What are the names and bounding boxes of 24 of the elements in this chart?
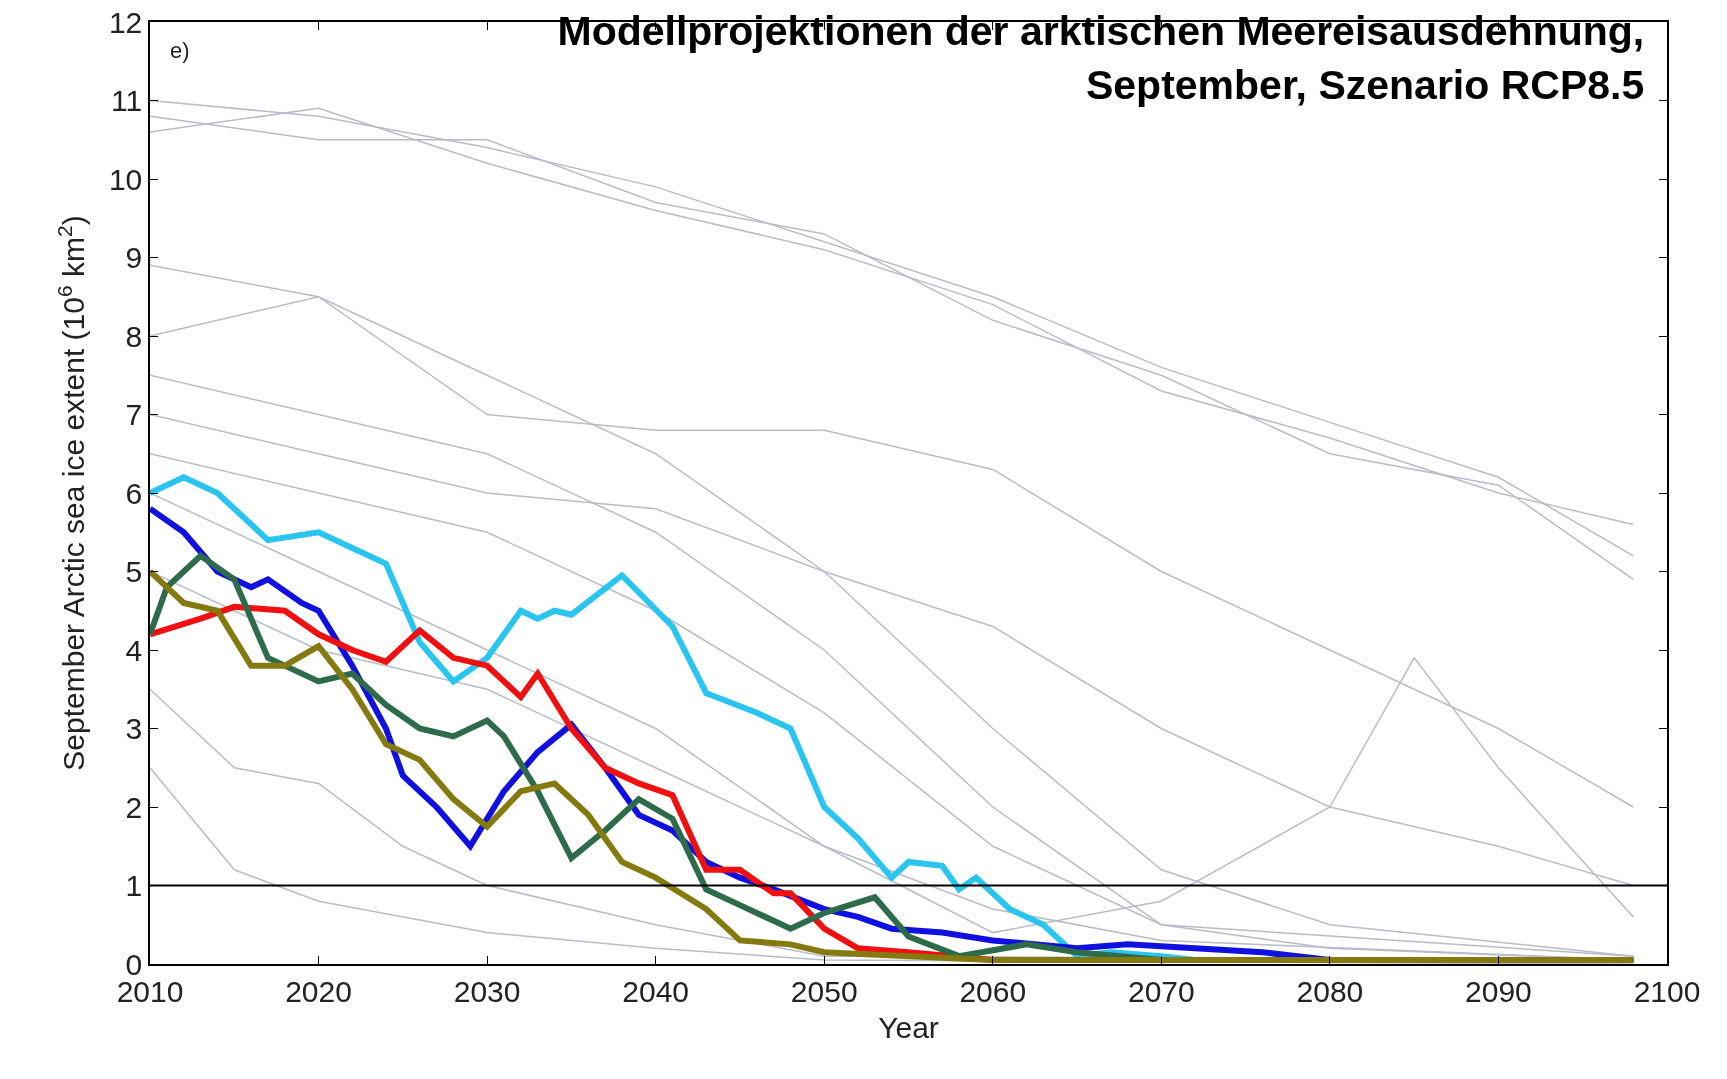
y-tick-label: 1 bbox=[125, 869, 143, 902]
y-tick-label: 11 bbox=[111, 84, 143, 117]
x-tick-label: 2100 bbox=[1633, 974, 1701, 1008]
y-tick-label: 12 bbox=[108, 5, 143, 39]
y-tick-label: 10 bbox=[108, 162, 143, 196]
x-tick-label: 2020 bbox=[285, 974, 352, 1008]
x-tick-label: 2060 bbox=[959, 974, 1027, 1008]
y-tick-label: 8 bbox=[125, 319, 143, 353]
x-axis-title: Year bbox=[878, 1010, 939, 1044]
y-tick-label: 3 bbox=[125, 712, 143, 745]
chart-title: Modellprojektionen der arktischen Meereisausdehnung, September, Szenario RCP8.5 bbox=[557, 8, 1645, 108]
y-tick-label: 2 bbox=[125, 790, 143, 824]
x-tick-label: 2040 bbox=[622, 974, 690, 1008]
y-tick-label: 7 bbox=[125, 398, 143, 431]
y-tick-label: 5 bbox=[125, 555, 143, 588]
annotation: e) bbox=[170, 38, 190, 63]
y-tick-label: 9 bbox=[125, 241, 143, 274]
y-tick-label: 6 bbox=[125, 476, 143, 510]
y-tick-label: 4 bbox=[125, 633, 143, 667]
x-tick-label: 2090 bbox=[1465, 974, 1532, 1008]
x-tick-label: 2050 bbox=[790, 974, 858, 1008]
x-tick-label: 2080 bbox=[1296, 974, 1364, 1008]
x-tick-label: 2070 bbox=[1127, 974, 1195, 1008]
x-tick-label: 2030 bbox=[453, 974, 521, 1008]
